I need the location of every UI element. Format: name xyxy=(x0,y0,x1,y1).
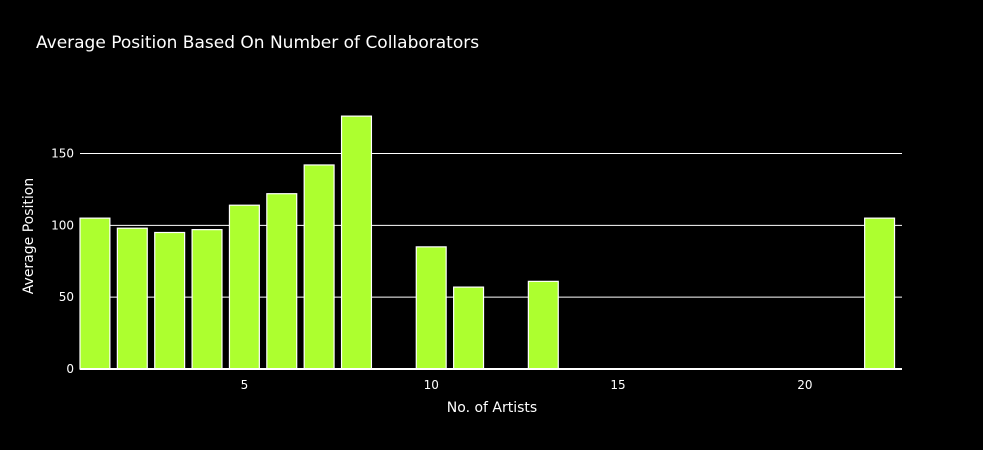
bar xyxy=(266,193,298,370)
x-tick-label: 20 xyxy=(797,378,812,392)
y-tick-label: 100 xyxy=(51,218,74,232)
bar xyxy=(116,227,148,370)
y-tick-label: 50 xyxy=(59,290,74,304)
bars xyxy=(79,115,896,370)
bar xyxy=(191,229,223,370)
x-tick-label: 5 xyxy=(241,378,249,392)
bar xyxy=(79,217,111,370)
x-tick-label: 10 xyxy=(424,378,439,392)
x-axis-title: No. of Artists xyxy=(447,400,537,416)
bar xyxy=(303,164,335,370)
bar xyxy=(154,231,186,370)
bar xyxy=(864,217,896,370)
axes: 0 50 100 150 5 10 15 20 xyxy=(51,146,902,392)
bar xyxy=(228,204,260,370)
y-axis-title: Average Position xyxy=(21,178,37,294)
x-tick-label: 15 xyxy=(610,378,625,392)
y-tick-label: 0 xyxy=(66,362,74,376)
bar xyxy=(453,286,485,370)
chart-title: Average Position Based On Number of Coll… xyxy=(36,33,480,53)
bar xyxy=(527,280,559,370)
y-tick-label: 150 xyxy=(51,146,74,160)
bar xyxy=(415,246,447,370)
bar xyxy=(340,115,373,370)
